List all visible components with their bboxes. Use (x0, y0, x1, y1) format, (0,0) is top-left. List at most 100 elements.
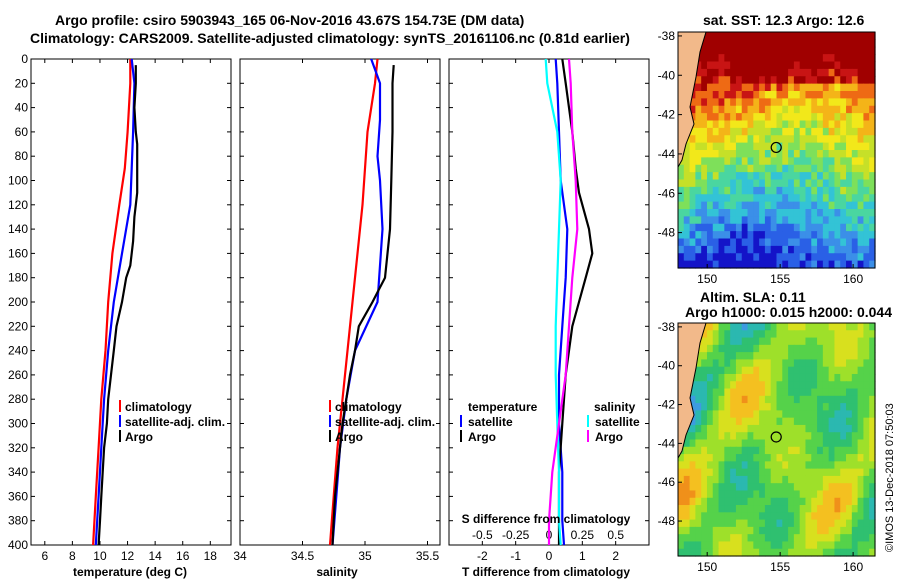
sst-cell (735, 209, 743, 217)
sla-cell (753, 519, 760, 528)
sst-cell (793, 209, 801, 217)
sst-cell (828, 201, 836, 210)
sla-cell (776, 403, 783, 411)
sst-cell (741, 231, 749, 240)
sst-cell (840, 260, 847, 269)
sla-cell (776, 359, 783, 368)
difference-panel: -2 -1 0 1 2-0.5 -0.25 0 0.25 0.5 (448, 58, 650, 563)
sst-cell (730, 91, 737, 99)
sst-cell (822, 46, 830, 55)
sst-cell (846, 83, 853, 92)
sst-cell (811, 253, 818, 262)
sla-cell (701, 352, 708, 361)
sst-cell (718, 113, 725, 122)
sst-cell (851, 68, 859, 77)
sla-cell (770, 395, 778, 404)
sla-cell (822, 417, 830, 426)
x-tick-label: 34 (233, 549, 247, 563)
sla-cell (857, 330, 865, 339)
sla-cell (793, 475, 801, 484)
sla-cell (718, 344, 725, 353)
sst-cell (793, 194, 801, 203)
sst-cell (770, 76, 778, 85)
sst-cell (730, 186, 737, 195)
sst-cell (863, 157, 870, 166)
sst-cell (799, 194, 807, 203)
sst-cell (776, 39, 783, 48)
sst-cell (747, 76, 754, 85)
sla-cell (724, 388, 731, 397)
sla-cell (753, 505, 760, 513)
sla-cell (817, 403, 824, 411)
sla-cell (840, 454, 847, 462)
sst-cell (759, 216, 766, 225)
sst-cell (851, 32, 859, 40)
x-tick-label: 8 (69, 549, 76, 563)
sla-cell (793, 541, 801, 550)
sst-cell (701, 46, 708, 55)
sst-cell (701, 39, 708, 48)
sst-cell (770, 113, 778, 122)
sst-cell (840, 113, 847, 122)
sst-cell (817, 179, 824, 188)
sst-cell (793, 120, 801, 129)
sst-cell (764, 194, 772, 203)
sla-cell (828, 424, 836, 433)
sla-cell (764, 403, 772, 411)
sst-cell (730, 231, 737, 240)
sla-cell (811, 381, 818, 390)
sst-cell (724, 142, 731, 151)
sla-cell (753, 454, 760, 462)
sla-cell (712, 446, 720, 455)
sla-cell (724, 330, 731, 339)
sla-cell (788, 359, 795, 368)
sla-cell (741, 424, 749, 433)
sla-cell (851, 344, 859, 353)
sla-cell (753, 388, 760, 397)
sst-cell (770, 127, 778, 136)
sst-cell (730, 150, 737, 158)
sst-cell (828, 245, 836, 254)
sla-cell (759, 475, 766, 484)
sst-cell (811, 61, 818, 70)
sst-cell (776, 238, 783, 247)
sla-cell (683, 519, 691, 528)
sst-cell (741, 245, 749, 254)
sla-cell (776, 526, 783, 535)
sla-cell (747, 497, 754, 506)
sst-cell (811, 260, 818, 269)
sla-cell (706, 475, 714, 484)
sst-cell (788, 172, 795, 181)
sst-cell (695, 105, 702, 114)
sla-cell (764, 344, 772, 353)
sla-cell (759, 395, 766, 404)
sla-cell (741, 490, 749, 499)
sla-cell (840, 388, 847, 397)
sst-cell (718, 98, 725, 107)
sla-cell (851, 381, 859, 390)
sst-cell (840, 245, 847, 254)
sla-cell (706, 330, 714, 339)
sst-cell (683, 150, 691, 158)
sla-cell (863, 395, 870, 404)
sla-cell (695, 526, 702, 535)
sla-cell (724, 373, 731, 382)
sla-cell (788, 512, 795, 521)
sla-cell (840, 490, 847, 499)
sst-cell (846, 231, 853, 240)
sla-cell (741, 468, 749, 477)
sla-cell (741, 388, 749, 397)
sst-cell (834, 231, 841, 240)
sst-cell (869, 142, 876, 151)
sst-cell (793, 231, 801, 240)
sla-cell (701, 395, 708, 404)
sst-cell (695, 68, 702, 77)
sla-cell (817, 446, 824, 455)
sst-cell (695, 231, 702, 240)
sst-cell (706, 216, 714, 225)
sst-cell (764, 260, 772, 269)
sst-cell (840, 253, 847, 262)
sla-cell (793, 366, 801, 375)
sla-cell (770, 417, 778, 426)
sla-cell (869, 417, 876, 426)
